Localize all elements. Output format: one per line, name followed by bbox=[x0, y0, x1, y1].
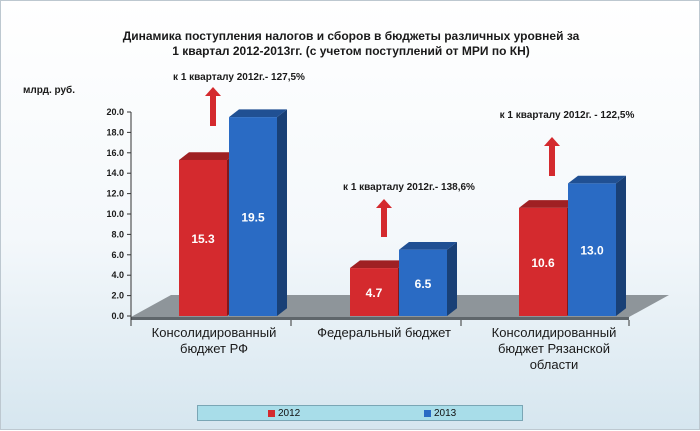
y-tick-label: 6.0 bbox=[111, 250, 124, 260]
y-tick-label: 18.0 bbox=[106, 127, 124, 137]
chart-title: Динамика поступления налогов и сборов в … bbox=[1, 29, 700, 59]
growth-arrow-head bbox=[205, 87, 221, 96]
data-label-2012: 15.3 bbox=[191, 232, 215, 246]
chart-title-line-1: Динамика поступления налогов и сборов в … bbox=[122, 29, 580, 43]
chart-floor-edge bbox=[131, 317, 629, 320]
x-category-label: Консолидированный bbox=[152, 325, 277, 340]
growth-annotation: к 1 кварталу 2012г. - 122,5% bbox=[500, 110, 635, 121]
bar-2012 bbox=[179, 159, 227, 316]
data-label-2013: 19.5 bbox=[241, 211, 265, 225]
y-tick-label: 16.0 bbox=[106, 148, 124, 158]
bar-top-2013 bbox=[568, 175, 626, 184]
bar-side-2013 bbox=[447, 242, 457, 316]
bar-top-2013 bbox=[399, 242, 457, 250]
legend-label-2013: 2013 bbox=[434, 408, 457, 419]
data-label-2012: 4.7 bbox=[366, 286, 383, 300]
bar-top-2012 bbox=[179, 152, 237, 160]
bar-2013 bbox=[229, 117, 277, 316]
bar-top-2013 bbox=[229, 109, 287, 118]
growth-arrow-head bbox=[376, 199, 392, 208]
legend-item-2012: 2012 bbox=[268, 408, 300, 419]
data-label-2013: 6.5 bbox=[415, 277, 432, 291]
y-tick-label: 10.0 bbox=[106, 209, 124, 219]
growth-arrow-head bbox=[544, 137, 560, 146]
legend-swatch-2012 bbox=[268, 410, 275, 417]
growth-arrow-shaft bbox=[549, 144, 555, 176]
x-category-label: бюджет Рязанской bbox=[498, 341, 610, 356]
legend-item-2013: 2013 bbox=[424, 408, 456, 419]
bar-top-2012 bbox=[519, 200, 577, 208]
legend-swatch-2013 bbox=[424, 410, 431, 417]
bar-side-2013 bbox=[277, 109, 287, 317]
x-category-label: области bbox=[530, 357, 579, 372]
x-category-label: Консолидированный bbox=[492, 325, 617, 340]
bar-2012 bbox=[350, 268, 398, 316]
y-tick-label: 14.0 bbox=[106, 168, 124, 178]
growth-annotation: к 1 кварталу 2012г.- 138,6% bbox=[343, 182, 475, 193]
y-tick-label: 20.0 bbox=[106, 107, 124, 117]
bar-2013 bbox=[399, 249, 447, 316]
y-tick-label: 4.0 bbox=[111, 270, 124, 280]
legend: 2012 2013 bbox=[197, 405, 523, 421]
y-tick-label: 2.0 bbox=[111, 291, 124, 301]
chart-title-line-2: 1 квартал 2012-2013гг. (с учетом поступл… bbox=[172, 44, 530, 58]
y-axis-unit-label: млрд. руб. bbox=[23, 85, 76, 96]
bar-2012 bbox=[519, 207, 567, 316]
bar-top-2012 bbox=[350, 260, 408, 269]
growth-arrow-shaft bbox=[210, 94, 216, 126]
growth-annotation: к 1 кварталу 2012г.- 127,5% bbox=[173, 72, 305, 83]
y-tick-label: 8.0 bbox=[111, 229, 124, 239]
bar-side-2013 bbox=[616, 175, 626, 316]
legend-label-2012: 2012 bbox=[278, 408, 301, 419]
x-category-label: бюджет РФ bbox=[180, 341, 248, 356]
bar-2013 bbox=[568, 183, 616, 316]
y-tick-label: 12.0 bbox=[106, 189, 124, 199]
x-category-label: Федеральный бюджет bbox=[317, 325, 451, 340]
y-tick-label: 0.0 bbox=[111, 311, 124, 321]
data-label-2013: 13.0 bbox=[580, 244, 604, 258]
data-label-2012: 10.6 bbox=[531, 256, 555, 270]
growth-arrow-shaft bbox=[381, 206, 387, 237]
